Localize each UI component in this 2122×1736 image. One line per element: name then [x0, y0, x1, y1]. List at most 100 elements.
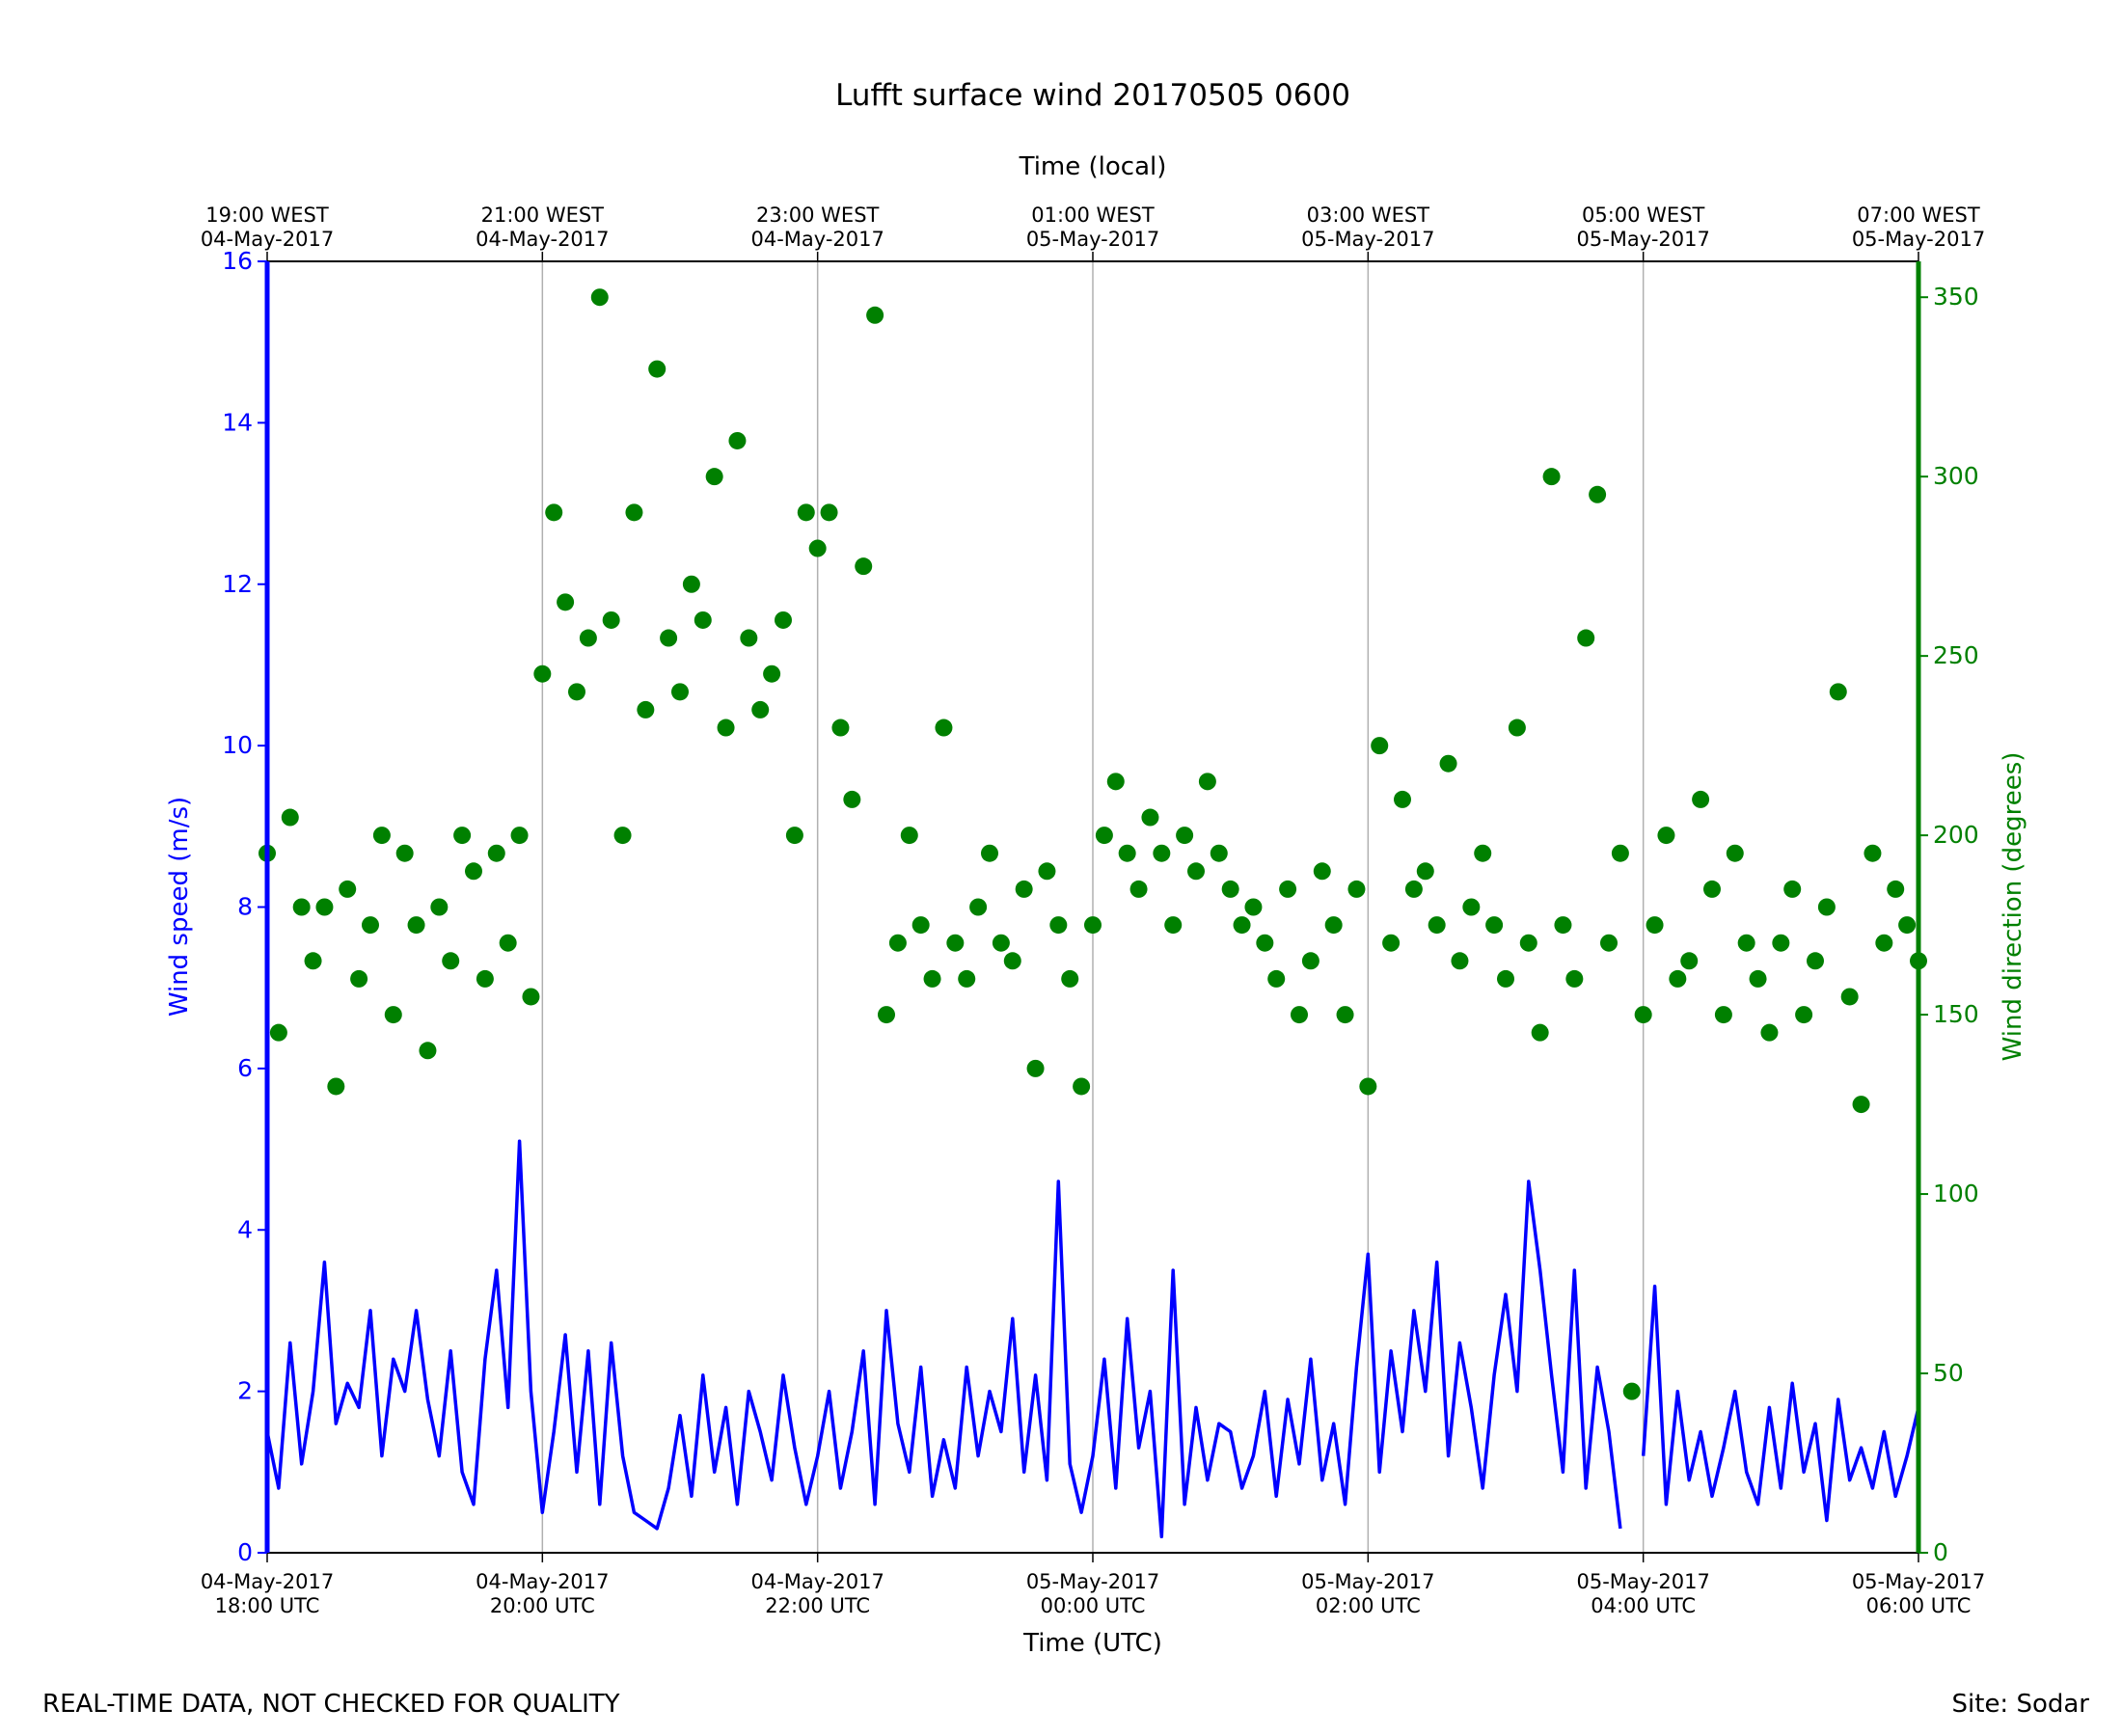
direction-point: [1646, 916, 1664, 935]
direction-point: [384, 1006, 402, 1024]
x2-tick-label: 07:00 WEST 05-May-2017: [1852, 203, 1985, 251]
direction-point: [510, 827, 529, 845]
direction-point: [1508, 719, 1526, 737]
direction-point: [785, 827, 803, 845]
direction-point: [1817, 898, 1836, 916]
direction-point: [395, 844, 414, 862]
direction-point: [350, 969, 368, 988]
direction-point: [1061, 969, 1079, 988]
x-tick-label: 04-May-2017 20:00 UTC: [476, 1570, 609, 1617]
direction-point: [1129, 880, 1148, 898]
direction-point: [1462, 898, 1481, 916]
direction-point: [923, 969, 941, 988]
direction-point: [1118, 844, 1136, 862]
y2-tick-label: 150: [1933, 1000, 1979, 1028]
direction-point: [1015, 880, 1033, 898]
direction-point: [1622, 1382, 1641, 1400]
direction-point: [327, 1077, 345, 1096]
direction-point: [442, 952, 460, 970]
y2-tick-label: 350: [1933, 283, 1979, 311]
direction-point: [579, 629, 597, 647]
direction-point: [1394, 790, 1411, 808]
direction-point: [465, 862, 482, 881]
direction-point: [1519, 934, 1537, 952]
direction-point: [648, 360, 667, 378]
direction-point: [958, 969, 976, 988]
direction-point: [1451, 952, 1469, 970]
direction-point: [1049, 916, 1068, 935]
direction-point: [1359, 1077, 1377, 1096]
direction-point: [545, 503, 563, 522]
y2-tick-label: 250: [1933, 641, 1979, 669]
x-tick-label: 04-May-2017 18:00 UTC: [201, 1570, 334, 1617]
direction-point: [339, 880, 357, 898]
direction-point: [1439, 754, 1457, 773]
direction-point: [878, 1006, 895, 1024]
x-tick-label: 05-May-2017 06:00 UTC: [1852, 1570, 1985, 1617]
direction-point: [717, 719, 735, 737]
direction-point: [1669, 969, 1687, 988]
direction-point: [1416, 862, 1434, 881]
direction-point: [1073, 1077, 1091, 1096]
direction-point: [1313, 862, 1331, 881]
direction-point: [522, 988, 540, 1006]
direction-point: [1565, 969, 1584, 988]
direction-point: [1554, 916, 1572, 935]
x-tick-label: 05-May-2017 00:00 UTC: [1026, 1570, 1159, 1617]
direction-point: [1244, 898, 1263, 916]
direction-point: [969, 898, 988, 916]
direction-point: [304, 952, 322, 970]
direction-point: [763, 665, 781, 683]
y2-tick-label: 50: [1933, 1359, 1964, 1387]
y-tick-label: 8: [237, 893, 253, 921]
direction-point: [911, 916, 930, 935]
direction-point: [888, 934, 907, 952]
x2-tick-label: 23:00 WEST 04-May-2017: [750, 203, 884, 251]
direction-point: [557, 593, 575, 611]
direction-point: [1485, 916, 1504, 935]
direction-point: [590, 288, 609, 307]
direction-point: [1589, 485, 1607, 503]
direction-point: [1176, 827, 1194, 845]
direction-point: [1084, 916, 1102, 935]
direction-point: [1497, 969, 1514, 988]
direction-point: [419, 1042, 437, 1060]
direction-point: [1737, 934, 1755, 952]
x-tick-label: 05-May-2017 02:00 UTC: [1301, 1570, 1434, 1617]
direction-point: [1772, 934, 1790, 952]
direction-point: [487, 844, 505, 862]
direction-point: [1680, 952, 1699, 970]
direction-point: [476, 969, 494, 988]
direction-point: [1875, 934, 1893, 952]
x2-tick-label: 01:00 WEST 05-May-2017: [1026, 203, 1159, 251]
direction-point: [866, 306, 884, 324]
y-tick-label: 16: [222, 247, 253, 275]
direction-point: [1347, 880, 1366, 898]
direction-point: [533, 665, 552, 683]
direction-point: [1807, 952, 1824, 970]
direction-point: [1026, 1059, 1045, 1077]
y-axis-label: Wind speed (m/s): [165, 797, 194, 1017]
chart-title: Lufft surface wind 20170505 0600: [835, 78, 1350, 113]
direction-point: [499, 934, 517, 952]
direction-point: [1428, 916, 1446, 935]
y2-tick-label: 200: [1933, 821, 1979, 849]
direction-point: [1474, 844, 1492, 862]
direction-point: [1291, 1006, 1308, 1024]
y-tick-label: 12: [222, 570, 253, 598]
y-tick-label: 4: [237, 1215, 253, 1243]
footer-note: REAL-TIME DATA, NOT CHECKED FOR QUALITY: [42, 1690, 620, 1719]
direction-point: [1829, 683, 1847, 701]
speed-line: [1641, 1285, 1920, 1523]
y-tick-label: 2: [237, 1377, 253, 1405]
direction-point: [671, 683, 689, 701]
direction-point: [1404, 880, 1423, 898]
direction-point: [1279, 880, 1297, 898]
direction-point: [855, 557, 873, 576]
direction-point: [935, 719, 953, 737]
direction-point: [1324, 916, 1343, 935]
direction-point: [1531, 1023, 1549, 1042]
direction-point: [1887, 880, 1905, 898]
direction-point: [315, 898, 334, 916]
direction-point: [1267, 969, 1286, 988]
